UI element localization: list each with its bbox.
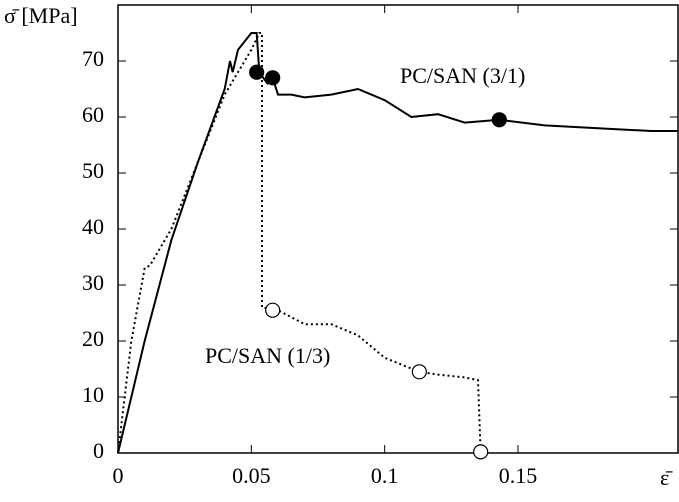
marker — [411, 364, 427, 380]
y-tick-label: 50 — [82, 158, 104, 183]
x-tick-label: 0.05 — [232, 463, 271, 488]
y-tick-label: 0 — [93, 438, 104, 463]
series-line — [117, 32, 482, 454]
y-tick-label: 40 — [82, 214, 104, 239]
marker — [473, 444, 489, 460]
y-tick-label: 20 — [82, 326, 104, 351]
y-tick-label: 60 — [82, 102, 104, 127]
marker — [265, 70, 281, 86]
plot-frame — [117, 4, 679, 454]
series-line — [117, 32, 678, 454]
series-label: PC/SAN (3/1) — [400, 63, 525, 88]
y-tick-label: 10 — [82, 382, 104, 407]
marker — [491, 112, 507, 128]
series-label: PC/SAN (1/3) — [205, 343, 330, 368]
marker — [249, 64, 265, 80]
x-tick-label: 0.1 — [371, 463, 399, 488]
x-tick-label: 0 — [113, 463, 124, 488]
y-tick-label: 30 — [82, 270, 104, 295]
y-axis-label: σ̄ [MPa] — [4, 3, 78, 28]
x-axis-label: ε̄ — [660, 465, 673, 490]
y-tick-label: 70 — [82, 46, 104, 71]
marker — [265, 302, 281, 318]
x-tick-label: 0.15 — [499, 463, 538, 488]
